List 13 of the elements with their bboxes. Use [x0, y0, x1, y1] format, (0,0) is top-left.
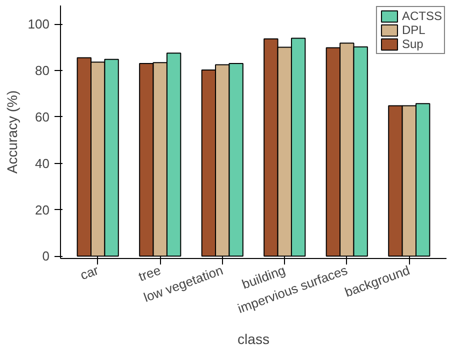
legend-label: Sup [402, 37, 424, 51]
y-tick-label: 60 [35, 109, 50, 124]
x-tick-label: tree [136, 262, 163, 284]
y-tick-label: 40 [35, 156, 50, 171]
legend-label: ACTSS [402, 9, 442, 23]
x-tick-label: car [78, 262, 102, 283]
y-tick-label: 80 [35, 62, 50, 78]
y-tick-label: 0 [42, 248, 50, 264]
y-axis-title: Accuracy (%) [4, 90, 20, 174]
y-tick-label: 100 [28, 16, 50, 32]
x-axis-title: class [238, 331, 270, 348]
legend-label: DPL [402, 23, 426, 37]
y-tick-label: 20 [35, 202, 50, 218]
